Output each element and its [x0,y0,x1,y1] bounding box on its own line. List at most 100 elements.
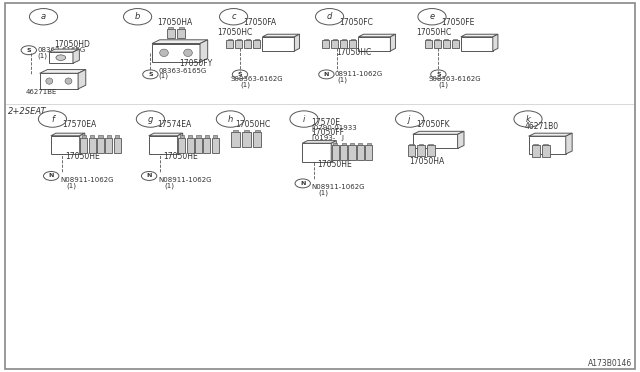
Bar [232,132,240,147]
Bar [90,135,94,138]
Bar [188,135,192,138]
Bar [453,39,457,40]
Text: (1): (1) [318,190,328,196]
Bar [246,39,250,40]
Bar [349,40,356,48]
Bar [365,145,372,160]
Bar [408,145,415,156]
Bar [253,132,262,147]
Text: k: k [525,115,531,124]
Text: 17050HC: 17050HC [218,28,253,37]
Bar [187,138,194,153]
Text: (1): (1) [67,182,77,189]
Ellipse shape [46,78,52,84]
Bar [114,138,120,153]
Polygon shape [566,133,572,154]
Bar [444,39,448,40]
Bar [177,29,186,38]
Bar [168,28,173,29]
Text: S08363-6162G: S08363-6162G [230,76,283,82]
Bar [533,144,538,145]
Bar [203,138,210,153]
Text: 17570EA: 17570EA [62,120,97,129]
Polygon shape [51,133,85,136]
Polygon shape [51,136,80,154]
Bar [178,138,186,153]
Text: i: i [303,115,305,124]
Text: 17050FY: 17050FY [179,59,212,68]
Polygon shape [358,37,390,51]
Bar [349,145,356,160]
Polygon shape [529,136,566,154]
Text: (1): (1) [438,81,449,88]
Bar [342,143,346,145]
Text: S: S [237,72,243,77]
Text: [0193-   J: [0193- J [312,134,344,141]
Bar [417,145,425,156]
Bar [350,143,354,145]
Polygon shape [458,131,464,148]
Text: N08911-1062G: N08911-1062G [312,185,365,190]
Text: 17050HC: 17050HC [236,120,271,129]
Bar [409,144,414,145]
Text: S: S [26,48,31,53]
Polygon shape [78,70,86,89]
Bar [236,40,243,48]
Text: (1): (1) [240,81,250,88]
Text: d: d [327,12,332,21]
Bar [333,39,337,40]
Ellipse shape [160,49,168,57]
Bar [99,135,102,138]
Bar [107,135,111,138]
Bar [205,135,209,138]
Text: 17050HE: 17050HE [317,160,351,169]
Text: g: g [148,115,153,124]
Polygon shape [40,73,78,89]
Text: N: N [324,72,329,77]
Ellipse shape [56,55,66,61]
Bar [253,40,260,48]
Polygon shape [332,141,337,162]
Bar [255,39,259,40]
Bar [435,39,439,40]
Polygon shape [49,52,73,63]
Bar [543,144,548,145]
Text: 17050FK: 17050FK [416,120,450,129]
Text: N08911-1062G: N08911-1062G [158,177,212,183]
Text: 17050HE: 17050HE [163,153,198,161]
Text: (1): (1) [164,182,175,189]
Bar [180,135,184,138]
Bar [333,143,337,145]
Text: N: N [147,173,152,179]
Polygon shape [73,49,79,63]
Bar [244,130,249,132]
Text: 2+2SEAT: 2+2SEAT [8,107,46,116]
Text: 17570E: 17570E [312,118,340,127]
Polygon shape [152,40,207,44]
Bar [244,40,251,48]
Text: 08911-1062G: 08911-1062G [335,71,383,77]
Bar [323,40,330,48]
Text: 17050FF: 17050FF [312,128,345,137]
Text: j: j [408,115,411,124]
Polygon shape [358,34,396,37]
Polygon shape [149,136,178,154]
Polygon shape [49,49,79,52]
Bar [255,130,260,132]
Text: 17050FE: 17050FE [442,18,475,27]
Text: A173B0146: A173B0146 [588,359,632,368]
Text: f: f [51,115,54,124]
Bar [227,40,233,48]
Bar [419,144,424,145]
Bar [195,138,202,153]
Bar [243,132,251,147]
Text: 17574EA: 17574EA [157,120,191,129]
Text: [0790-01933: [0790-01933 [312,125,357,131]
Polygon shape [80,133,85,154]
Polygon shape [413,131,464,134]
Bar [428,144,433,145]
Text: S08363-6162G: S08363-6162G [429,76,481,82]
Text: 17050HD: 17050HD [54,40,90,49]
Text: 17050HC: 17050HC [416,28,451,37]
Polygon shape [294,34,300,51]
